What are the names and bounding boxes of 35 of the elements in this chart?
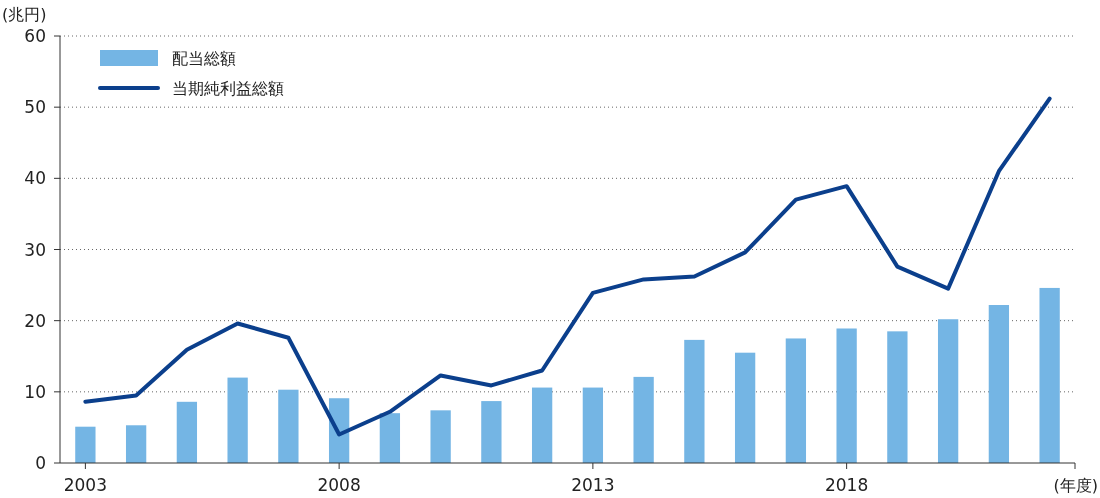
x-tick-label: 2008: [317, 475, 361, 495]
bar: [633, 376, 654, 463]
y-tick-label: 40: [24, 168, 46, 189]
bar: [75, 426, 96, 463]
bar: [582, 387, 604, 463]
x-tick-label: 2018: [824, 475, 869, 495]
y-tick-label: 0: [35, 453, 46, 473]
bar: [227, 377, 248, 463]
y-tick-label: 20: [24, 310, 46, 331]
legend-label: 当期純利益総額: [172, 79, 284, 98]
bar: [1039, 287, 1060, 463]
bar: [836, 328, 857, 463]
y-tick-label: 60: [24, 26, 46, 46]
bar: [531, 387, 553, 463]
bar: [379, 413, 401, 463]
x-axis-title: (年度): [1053, 476, 1098, 495]
bar: [988, 305, 1010, 463]
bar: [684, 339, 705, 463]
line-series: [83, 96, 1052, 437]
y-tick-label: 30: [24, 239, 46, 260]
legend-label: 配当総額: [172, 49, 236, 68]
bar: [278, 389, 299, 463]
bar: [887, 331, 908, 463]
y-tick-label: 50: [24, 97, 46, 118]
bar: [785, 338, 807, 463]
bar: [481, 401, 502, 463]
bar: [125, 425, 147, 463]
bar: [937, 319, 959, 463]
bar: [430, 410, 451, 463]
x-tick-label: 2013: [571, 475, 615, 495]
y-axis-title: (兆円): [2, 5, 47, 24]
x-tick-label: 2003: [63, 475, 108, 495]
bar: [734, 352, 756, 463]
y-tick-label: 10: [24, 381, 46, 402]
bar: [176, 401, 198, 463]
